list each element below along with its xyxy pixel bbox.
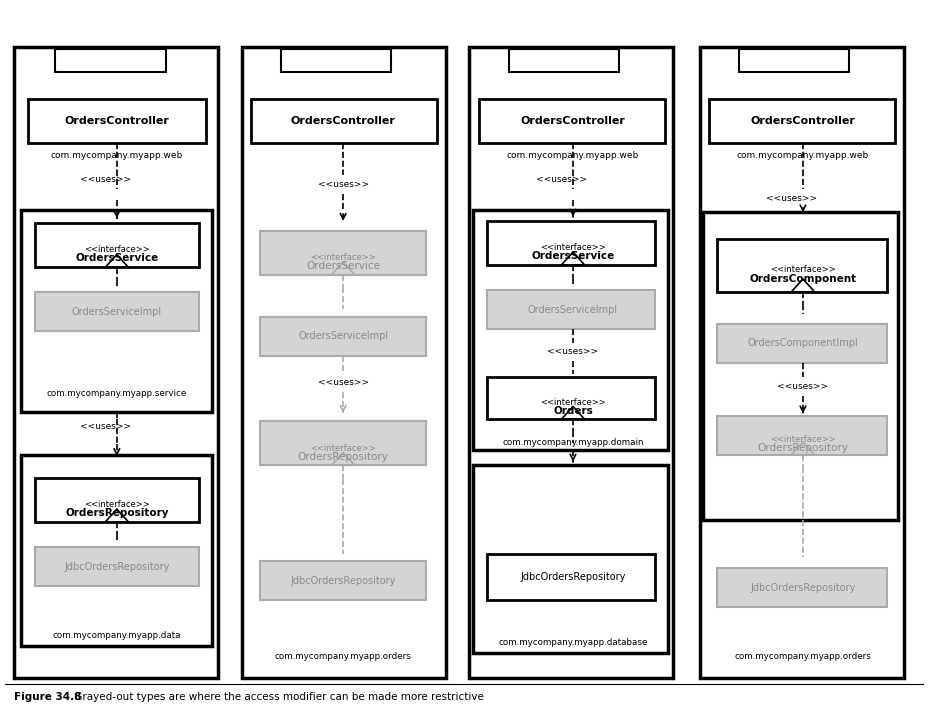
Bar xyxy=(479,99,664,143)
Bar xyxy=(469,48,673,678)
Text: com.mycompany.myapp.web: com.mycompany.myapp.web xyxy=(507,151,638,160)
Bar xyxy=(509,49,618,73)
Bar xyxy=(708,99,894,143)
Bar xyxy=(21,210,213,412)
Text: JdbcOrdersRepository: JdbcOrdersRepository xyxy=(520,572,625,582)
Text: <<interface>>: <<interface>> xyxy=(539,397,605,407)
Bar xyxy=(472,465,667,653)
Text: JdbcOrdersRepository: JdbcOrdersRepository xyxy=(290,576,395,586)
Bar xyxy=(21,454,213,646)
Bar xyxy=(738,49,848,73)
Text: com.mycompany.myapp.domain: com.mycompany.myapp.domain xyxy=(502,438,643,447)
Text: com.mycompany.myapp.web: com.mycompany.myapp.web xyxy=(51,151,183,160)
Text: <<interface>>: <<interface>> xyxy=(769,265,835,274)
Text: OrdersService: OrdersService xyxy=(531,252,614,262)
Text: Orders: Orders xyxy=(552,406,592,416)
Bar xyxy=(486,290,654,329)
Bar xyxy=(35,223,199,267)
Text: <<uses>>: <<uses>> xyxy=(80,176,131,184)
Text: OrdersService: OrdersService xyxy=(75,254,159,264)
Bar xyxy=(472,210,667,450)
Bar xyxy=(486,377,654,419)
Bar xyxy=(715,324,885,363)
Bar xyxy=(715,239,885,292)
Text: OrdersRepository: OrdersRepository xyxy=(65,508,168,518)
Text: <<uses>>: <<uses>> xyxy=(547,348,598,356)
Text: OrdersComponent: OrdersComponent xyxy=(749,274,856,284)
Text: OrdersController: OrdersController xyxy=(520,116,625,126)
Bar xyxy=(241,48,445,678)
Bar xyxy=(55,49,165,73)
Text: com.mycompany.myapp.orders: com.mycompany.myapp.orders xyxy=(734,652,870,661)
Bar xyxy=(260,422,425,465)
Text: <<uses>>: <<uses>> xyxy=(317,180,368,188)
Text: Figure 34.8: Figure 34.8 xyxy=(14,692,81,702)
Text: <<interface>>: <<interface>> xyxy=(539,243,605,252)
Text: com.mycompany.myapp.service: com.mycompany.myapp.service xyxy=(46,388,187,397)
Bar xyxy=(28,99,206,143)
Text: com.mycompany.myapp.orders: com.mycompany.myapp.orders xyxy=(275,652,411,661)
Bar xyxy=(260,231,425,274)
Bar xyxy=(486,554,654,600)
Bar xyxy=(715,568,885,607)
Text: Grayed-out types are where the access modifier can be made more restrictive: Grayed-out types are where the access mo… xyxy=(71,692,483,702)
Text: OrdersServiceImpl: OrdersServiceImpl xyxy=(527,305,617,315)
Bar xyxy=(486,221,654,265)
Bar xyxy=(699,48,903,678)
Text: OrdersServiceImpl: OrdersServiceImpl xyxy=(71,306,161,316)
Text: OrdersController: OrdersController xyxy=(290,116,395,126)
Bar xyxy=(14,48,218,678)
Text: OrdersServiceImpl: OrdersServiceImpl xyxy=(298,331,388,341)
Text: <<interface>>: <<interface>> xyxy=(769,435,835,444)
Text: <<uses>>: <<uses>> xyxy=(80,422,131,431)
Text: com.mycompany.myapp.data: com.mycompany.myapp.data xyxy=(53,631,181,640)
Text: <<interface>>: <<interface>> xyxy=(84,501,149,509)
Bar xyxy=(35,292,199,331)
Text: <<uses>>: <<uses>> xyxy=(535,176,586,184)
Bar xyxy=(35,547,199,586)
Text: OrdersRepository: OrdersRepository xyxy=(297,451,388,461)
Bar xyxy=(280,49,391,73)
Text: <<uses>>: <<uses>> xyxy=(777,382,828,391)
Text: OrdersRepository: OrdersRepository xyxy=(756,443,847,454)
Text: <<interface>>: <<interface>> xyxy=(310,444,376,453)
Bar xyxy=(260,561,425,600)
Bar xyxy=(715,416,885,454)
Text: OrdersController: OrdersController xyxy=(64,116,169,126)
Text: JdbcOrdersRepository: JdbcOrdersRepository xyxy=(750,583,855,593)
Bar xyxy=(251,99,436,143)
Text: <<interface>>: <<interface>> xyxy=(310,253,376,262)
Bar xyxy=(702,212,896,520)
Text: OrdersService: OrdersService xyxy=(305,261,380,272)
Text: <<interface>>: <<interface>> xyxy=(84,245,149,255)
Text: JdbcOrdersRepository: JdbcOrdersRepository xyxy=(64,562,169,572)
Text: <<uses>>: <<uses>> xyxy=(317,378,368,387)
Text: com.mycompany.myapp.web: com.mycompany.myapp.web xyxy=(736,151,868,160)
Text: com.mycompany.myapp.database: com.mycompany.myapp.database xyxy=(497,638,647,647)
Text: OrdersController: OrdersController xyxy=(750,116,855,126)
Bar xyxy=(35,478,199,522)
Text: OrdersComponentImpl: OrdersComponentImpl xyxy=(747,338,857,348)
Bar xyxy=(260,316,425,356)
Text: <<uses>>: <<uses>> xyxy=(766,194,817,203)
